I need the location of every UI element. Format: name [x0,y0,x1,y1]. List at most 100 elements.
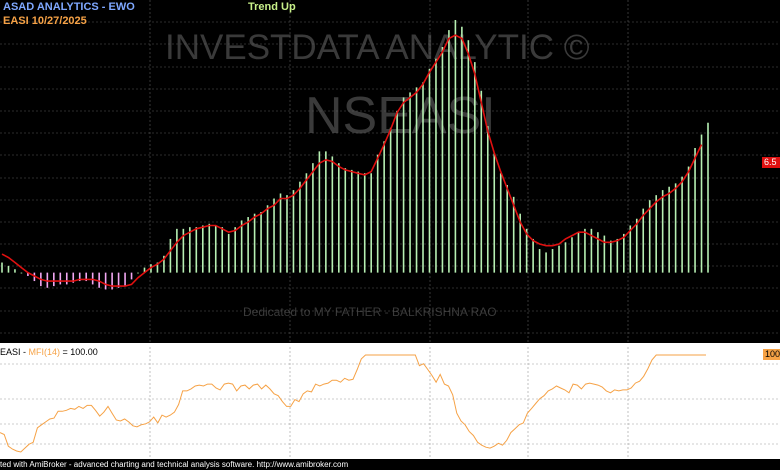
ewo-bar [273,198,275,273]
ewo-bar [435,58,437,273]
ewo-bar [409,92,411,273]
ewo-bar [182,228,185,273]
ewo-bar [214,225,217,273]
ewo-bar [189,227,191,273]
ewo-bar [467,40,470,273]
ewo-bar [331,156,334,273]
ewo-bar [279,193,282,273]
ewo-bar [635,218,638,273]
ewo-bar [383,141,385,273]
mfi-last-value-tag: 100 [763,349,780,360]
ewo-bar [687,166,690,273]
ewo-bar [674,183,677,273]
ewo-bar [72,272,75,283]
ewo-bar [78,272,81,282]
ewo-bar [240,220,243,273]
symbol-date: EASI 10/27/2025 [3,15,87,27]
ewo-bar [14,269,16,273]
ewo-bar [318,151,321,273]
ewo-bar [590,228,593,273]
ewo-bar [519,213,521,273]
ewo-bar [338,163,340,273]
ewo-bar [564,242,567,273]
ewo-bar [247,217,249,273]
footer-text: ted with AmiBroker - advanced charting a… [0,460,349,469]
ewo-bar [137,272,139,274]
ewo-bar [668,186,670,273]
ewo-bar [545,252,547,273]
watermark-line3: Dedicated to MY FATHER - BALKRISHNA RAO [243,305,497,319]
ewo-bar [201,225,204,273]
ewo-bar [124,272,126,287]
status-footer: ted with AmiBroker - advanced charting a… [0,459,780,470]
ewo-bar [610,240,612,273]
ewo-bar [584,228,586,273]
mfi-pane[interactable]: EASI - MFI(14) = 100.00 100 [0,347,780,459]
ewo-bar [661,190,664,273]
ewo-bar [486,126,489,273]
ewo-bar [286,195,288,273]
ewo-bar [558,245,560,273]
ewo-bar [493,153,496,273]
ewo-bar [299,181,301,273]
mfi-value-text: = 100.00 [60,347,98,357]
ewo-plot[interactable] [0,0,780,343]
watermark-line1: INVESTDATA ANALYTIC © [165,28,590,67]
ewo-bar [91,272,94,285]
ewo-bar [448,30,450,273]
ewo-signal-line [1,34,703,287]
mfi-plot[interactable] [0,347,780,459]
watermark-line2: NSEASI [305,87,496,145]
ewo-bar [176,228,178,273]
pane-divider[interactable] [0,343,780,347]
ewo-bar [312,163,314,273]
ewo-bar [428,68,431,273]
ewo-bar [65,272,68,285]
ewo-bar [98,272,100,288]
ewo-bar [208,223,211,273]
ewo-bar [53,272,55,287]
ewo-bar [260,212,262,273]
ewo-bar [538,249,541,273]
ewo-bar [532,238,534,273]
ewo-bar [551,249,554,273]
ewo-bar [577,232,580,273]
ewo-bar [195,227,198,273]
ewo-bar [169,238,172,273]
ewo-bar [571,237,573,273]
mfi-line [0,354,706,453]
ewo-bar [20,272,23,274]
ewo-bar [603,235,606,273]
mfi-header: EASI - MFI(14) = 100.00 [0,347,98,357]
ewo-bar [111,272,113,290]
ewo-bar [350,169,353,273]
ewo-bar [46,272,49,288]
ewo-bar [402,97,405,273]
ewo-bar [655,195,657,273]
ewo-bar [441,46,444,273]
ewo-bar [305,173,308,273]
ewo-bar [415,87,418,273]
ewo-bar [499,173,502,273]
ewo-bar [363,173,366,273]
ewo-bar [707,122,709,273]
ewo-bar [7,265,10,273]
ewo-bar [681,176,683,273]
ewo-bar [117,272,120,288]
ewo-bar [629,225,632,273]
ewo-bar [700,134,703,273]
ewo-last-value-tag: 6.5 [762,157,780,168]
ewo-bar [27,272,29,276]
ewo-bar [227,233,230,273]
ewo-bar [461,26,463,273]
ewo-bar [480,90,483,273]
ewo-bar [253,213,256,273]
ewo-bar [59,272,62,285]
ewo-bar [597,232,599,273]
ewo-bar [163,255,165,273]
ewo-bar [506,185,509,273]
ewo-bar [234,227,236,273]
ewo-bar [143,267,146,273]
ewo-pane[interactable]: INVESTDATA ANALYTIC © NSEASI Dedicated t… [0,0,780,343]
